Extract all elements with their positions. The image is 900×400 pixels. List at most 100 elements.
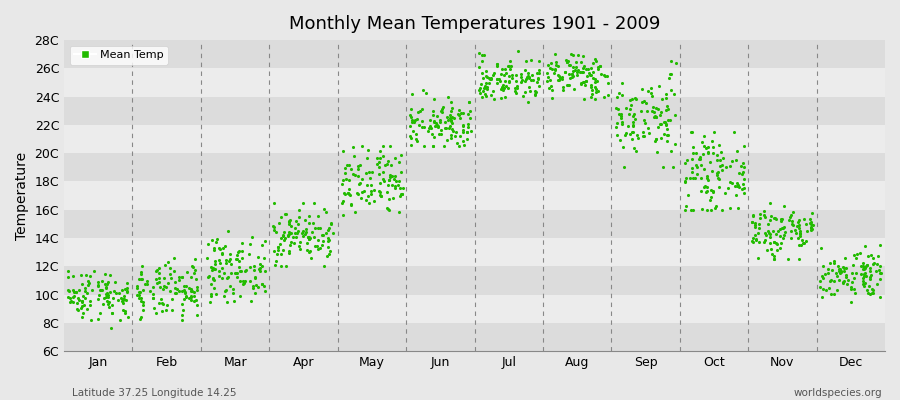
Point [500,62,515,69]
Point [320,238,335,245]
Point [544,66,559,72]
Point [221,274,236,280]
Point [860,287,875,293]
Point [289,234,303,241]
Point [279,263,293,270]
Point [115,295,130,302]
Point [94,310,108,316]
Point [138,281,152,287]
Point [205,265,220,271]
Point [697,132,711,139]
Point [437,143,452,149]
Point [551,63,565,69]
Point [389,177,403,184]
Point [416,86,430,93]
Point [870,261,885,268]
Point [527,90,542,97]
Point [356,143,370,149]
Point [188,276,202,282]
Point [545,94,560,101]
Point [706,144,720,150]
Point [70,300,85,306]
Point [479,84,493,91]
Point [765,250,779,257]
Point [827,291,842,297]
Point [356,188,371,195]
Point [132,289,147,295]
Point [97,281,112,288]
Point [576,79,590,85]
Point [346,170,361,177]
Point [376,178,391,184]
Point [373,179,387,186]
Point [157,282,171,289]
Point [296,228,310,234]
Point [679,175,693,181]
Point [864,272,878,278]
Point [209,239,223,245]
Point [490,61,504,67]
Point [503,58,517,64]
Point [134,271,148,277]
Point [626,118,640,125]
Point [646,104,661,110]
Point [274,251,289,257]
Point [440,117,454,123]
Point [548,66,562,72]
Point [762,217,777,224]
Point [548,58,562,65]
Point [757,208,771,214]
Point [94,287,108,293]
Point [418,90,433,97]
Point [204,281,219,287]
Point [302,212,316,219]
Point [204,291,219,297]
Point [484,75,499,81]
Point [793,230,807,236]
Point [148,276,163,282]
Point [221,258,236,264]
Point [310,225,325,231]
Point [284,230,298,236]
Point [624,102,638,108]
Point [626,113,641,119]
Point [804,218,818,225]
Point [300,247,314,253]
Point [474,70,489,76]
Point [629,148,643,154]
Point [577,81,591,88]
Point [833,266,848,272]
Point [775,216,789,222]
Point [411,122,426,128]
Point [479,73,493,79]
Point [773,245,788,252]
Point [367,198,382,204]
Point [282,229,296,235]
Point [522,73,536,80]
Point [566,68,580,74]
Point [565,70,580,77]
Point [644,85,659,91]
Point [735,186,750,192]
Point [504,63,518,69]
Point [585,75,599,82]
Point [849,255,863,262]
Point [435,108,449,114]
Point [116,300,130,306]
Point [653,121,668,127]
Point [212,257,226,263]
Point [805,226,819,232]
Point [117,293,131,299]
Point [404,135,419,141]
Point [609,94,624,100]
Point [648,138,662,144]
Point [290,230,304,236]
Point [692,156,706,162]
Point [827,258,842,264]
Point [148,310,163,316]
Point [554,76,569,82]
Point [354,195,368,202]
Point [713,162,727,169]
Point [480,86,494,92]
Point [178,293,193,300]
